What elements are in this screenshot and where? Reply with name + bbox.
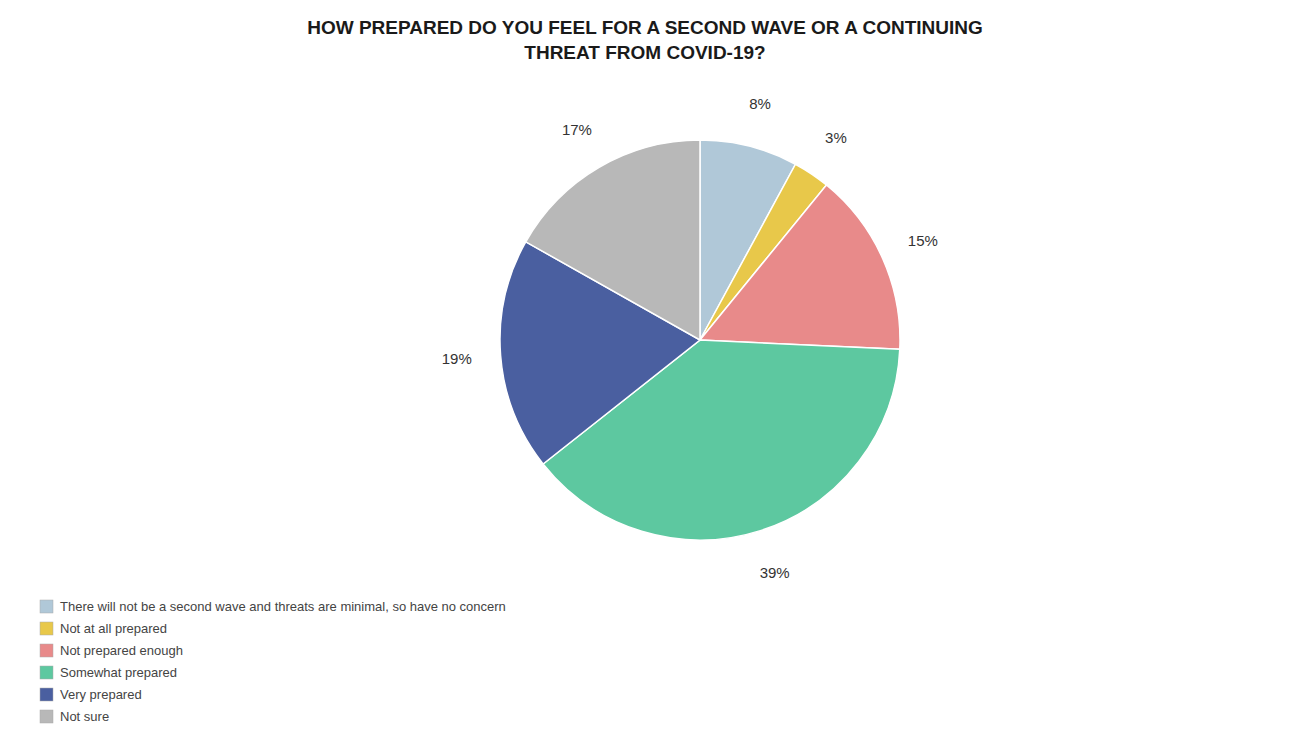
data-labels: 8% 3% 15% 39% 19% 17% [442,95,938,581]
legend-label: Somewhat prepared [60,665,177,680]
legend: There will not be a second wave and thre… [40,599,506,724]
legend-label: Not sure [60,709,109,724]
data-label: 39% [760,564,790,581]
legend-swatch [40,666,53,679]
legend-swatch [40,600,53,613]
legend-item: Not prepared enough [40,643,183,658]
legend-swatch [40,688,53,701]
legend-label: Not at all prepared [60,621,167,636]
legend-swatch [40,710,53,723]
legend-item: There will not be a second wave and thre… [40,599,506,614]
data-label: 8% [749,95,771,112]
legend-item: Not sure [40,709,109,724]
legend-swatch [40,644,53,657]
data-label: 15% [908,232,938,249]
legend-item: Very prepared [40,687,142,702]
data-label: 19% [442,350,472,367]
pie-slice [526,140,700,340]
legend-swatch [40,622,53,635]
chart: HOW PREPARED DO YOU FEEL FOR A SECOND WA… [0,0,1290,752]
title: HOW PREPARED DO YOU FEEL FOR A SECOND WA… [307,17,983,63]
legend-label: Very prepared [60,687,142,702]
legend-item: Somewhat prepared [40,665,177,680]
pie-slice [700,185,900,349]
legend-item: Not at all prepared [40,621,167,636]
legend-label: Not prepared enough [60,643,183,658]
pie [500,140,900,540]
data-label: 3% [825,129,847,146]
title-line: THREAT FROM COVID-19? [524,42,765,63]
legend-label: There will not be a second wave and thre… [60,599,506,614]
title-line: HOW PREPARED DO YOU FEEL FOR A SECOND WA… [307,17,983,38]
data-label: 17% [562,121,592,138]
